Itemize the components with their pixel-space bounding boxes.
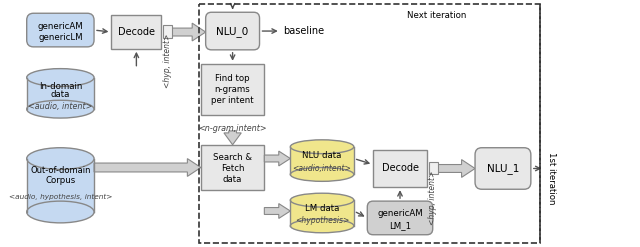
Text: genericLM: genericLM — [38, 33, 83, 42]
Text: Decode: Decode — [381, 164, 419, 173]
Text: baseline: baseline — [283, 26, 324, 36]
Ellipse shape — [291, 193, 354, 207]
Polygon shape — [264, 204, 291, 218]
Bar — [27, 159, 94, 212]
Text: In-domain: In-domain — [38, 82, 82, 91]
Ellipse shape — [291, 219, 354, 233]
FancyBboxPatch shape — [475, 148, 531, 189]
Text: Corpus: Corpus — [45, 176, 76, 185]
Polygon shape — [264, 151, 291, 166]
Polygon shape — [224, 131, 241, 145]
Text: NLU_0: NLU_0 — [216, 26, 249, 37]
Bar — [199, 4, 540, 243]
Ellipse shape — [291, 140, 354, 154]
Polygon shape — [172, 23, 205, 41]
Ellipse shape — [27, 69, 94, 86]
Text: LM_1: LM_1 — [389, 221, 411, 230]
Bar — [111, 15, 161, 49]
Text: NLU data: NLU data — [302, 151, 342, 160]
Text: data: data — [223, 175, 243, 184]
Text: <audio,intent>: <audio,intent> — [292, 164, 351, 173]
Text: Out-of-domain: Out-of-domain — [30, 166, 91, 175]
Text: data: data — [51, 90, 70, 99]
Text: LM data: LM data — [305, 204, 339, 213]
Text: <hypothesis>: <hypothesis> — [295, 216, 349, 225]
Bar — [201, 64, 264, 115]
Text: <n-gram,intent>: <n-gram,intent> — [198, 124, 267, 133]
Text: Search &: Search & — [213, 153, 252, 162]
Text: <audio, intent>: <audio, intent> — [28, 102, 93, 111]
Text: Next iteration: Next iteration — [407, 11, 467, 20]
Bar — [27, 78, 94, 109]
FancyBboxPatch shape — [27, 13, 94, 47]
Bar — [373, 150, 427, 187]
Bar — [291, 147, 354, 174]
Text: NLU_1: NLU_1 — [487, 163, 519, 174]
Polygon shape — [438, 160, 475, 177]
Text: <audio, hypothesis, intent>: <audio, hypothesis, intent> — [9, 193, 112, 200]
Text: genericAM: genericAM — [377, 209, 423, 218]
FancyBboxPatch shape — [205, 12, 260, 50]
Text: per intent: per intent — [211, 96, 254, 105]
Ellipse shape — [27, 148, 94, 169]
Text: 1st iteration: 1st iteration — [547, 152, 556, 205]
FancyBboxPatch shape — [367, 201, 433, 235]
Text: Decode: Decode — [118, 27, 155, 37]
Bar — [429, 162, 438, 174]
Bar — [201, 145, 264, 190]
Ellipse shape — [27, 201, 94, 223]
Text: Fetch: Fetch — [221, 164, 244, 173]
Text: <hyp, intent>: <hyp, intent> — [428, 170, 437, 225]
Bar — [163, 25, 172, 38]
Text: genericAM: genericAM — [38, 21, 83, 31]
Text: <hyp, intent>: <hyp, intent> — [163, 34, 172, 88]
Ellipse shape — [291, 167, 354, 181]
Ellipse shape — [27, 100, 94, 118]
Text: Find top: Find top — [215, 74, 250, 82]
Polygon shape — [94, 159, 201, 176]
Text: n-grams: n-grams — [214, 85, 250, 94]
Bar — [291, 200, 354, 226]
